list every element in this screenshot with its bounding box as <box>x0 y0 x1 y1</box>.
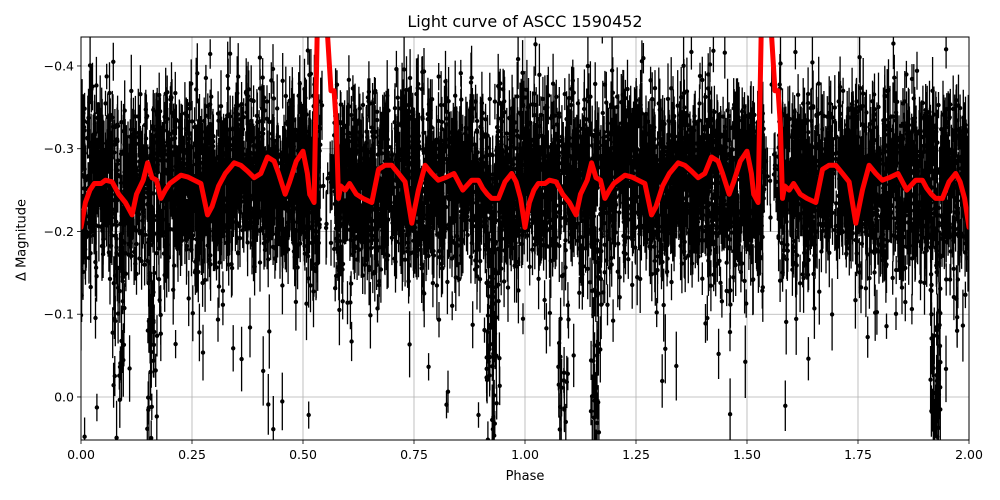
x-tick-label: 0.00 <box>67 447 95 462</box>
x-tick-label: 0.75 <box>400 447 428 462</box>
x-tick-label: 2.00 <box>955 447 983 462</box>
x-tick-label: 1.50 <box>733 447 761 462</box>
y-tick-label: −0.4 <box>44 58 74 73</box>
y-tick-label: −0.3 <box>44 141 74 156</box>
x-tick-label: 0.50 <box>289 447 317 462</box>
y-axis-ticks: −0.4 −0.3 −0.2 −0.1 0.0 <box>44 58 81 404</box>
observation-points <box>81 37 969 440</box>
x-axis-ticks: 0.00 0.25 0.50 0.75 1.00 1.25 1.50 1.75 2.00 <box>67 440 983 462</box>
y-tick-label: −0.1 <box>44 307 74 322</box>
x-tick-label: 1.25 <box>622 447 650 462</box>
x-tick-label: 0.25 <box>178 447 206 462</box>
chart-title: Light curve of ASCC 1590452 <box>407 12 643 31</box>
model-curve <box>81 37 969 230</box>
y-tick-label: 0.0 <box>54 389 74 404</box>
y-tick-label: −0.2 <box>44 224 74 239</box>
x-tick-label: 1.75 <box>844 447 872 462</box>
x-axis-label: Phase <box>505 469 545 484</box>
x-tick-label: 1.00 <box>511 447 539 462</box>
